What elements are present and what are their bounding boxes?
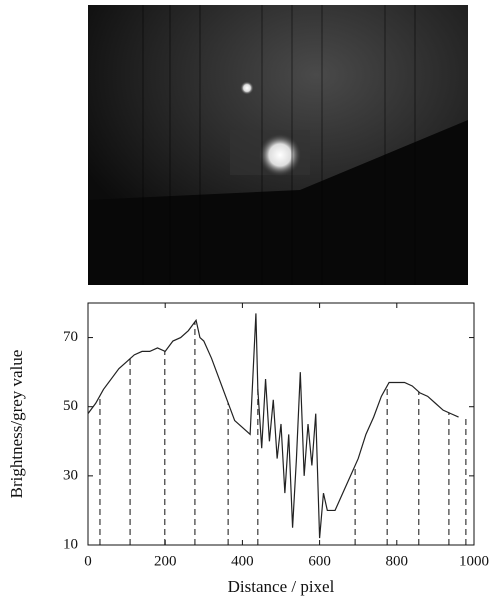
x-tick-label: 200 [154,553,177,569]
x-axis-title: Distance / pixel [228,577,335,596]
x-tick-label: 0 [84,553,92,569]
photo [88,5,468,285]
x-tick-label: 1000 [459,553,489,569]
y-tick-label: 70 [63,329,78,345]
data-line [87,313,459,539]
x-tick-label: 600 [308,553,331,569]
y-tick-label: 30 [63,467,78,483]
x-tick-label: 400 [231,553,254,569]
y-axis-title: Brightness/grey value [7,350,26,499]
x-tick-label: 800 [386,553,409,569]
plot-frame [87,302,475,546]
y-tick-label: 10 [63,536,78,552]
y-tick-label: 50 [63,398,78,414]
